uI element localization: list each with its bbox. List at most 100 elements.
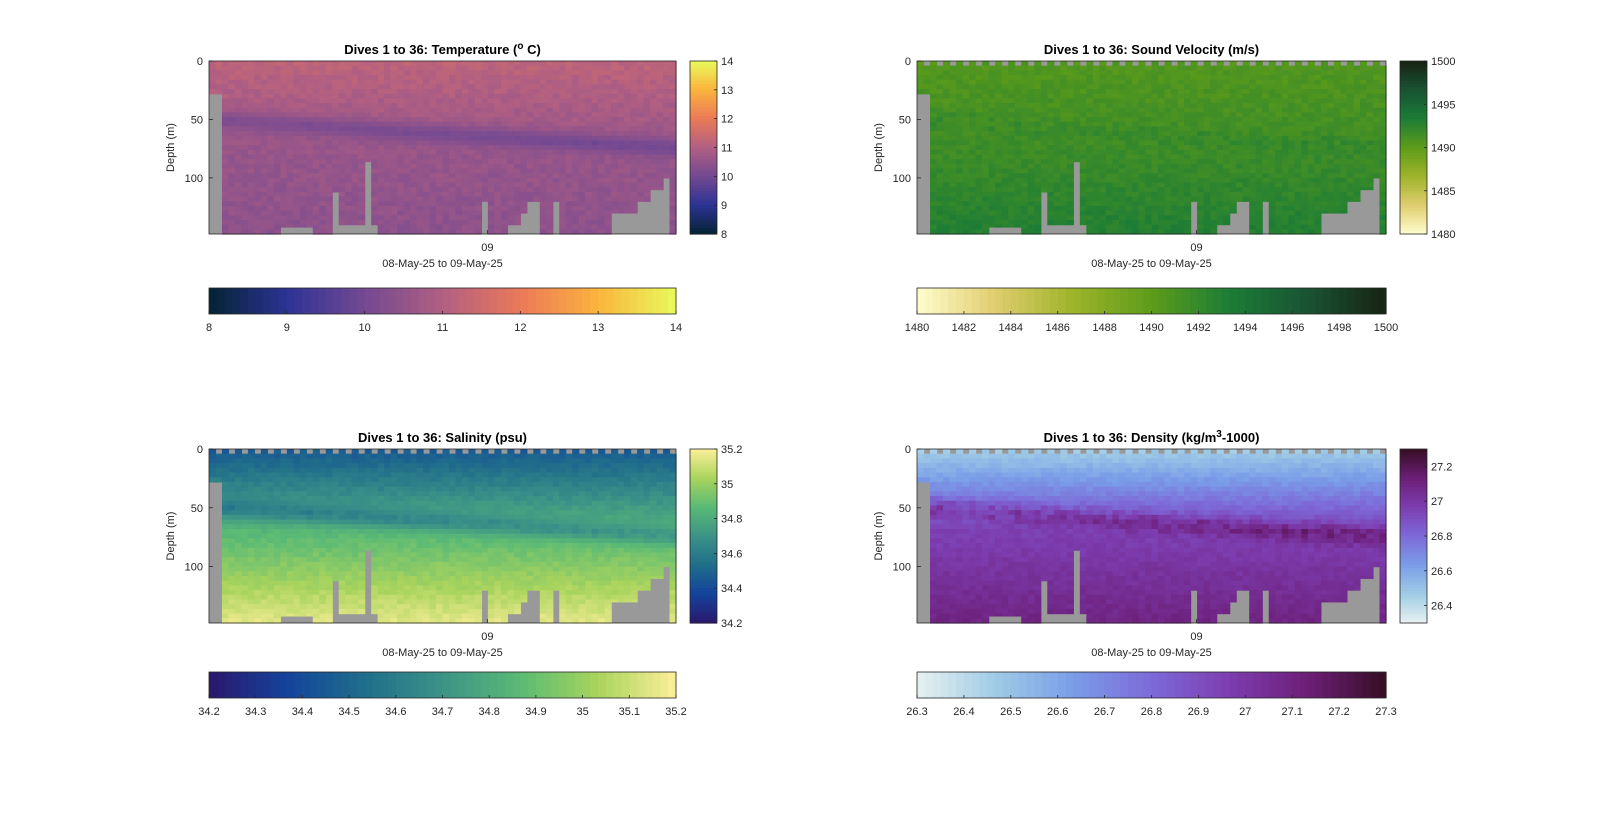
heatmap-cell (617, 135, 625, 142)
heatmap-cell (468, 159, 476, 165)
heatmap-cell (604, 75, 612, 81)
heatmap-cell (943, 154, 951, 160)
heatmap-cell (267, 107, 275, 114)
heatmap-cell (351, 159, 359, 165)
heatmap-cell (930, 107, 938, 114)
heatmap-cell (1079, 70, 1087, 76)
heatmap-cell (293, 196, 301, 202)
heatmap-cell (1171, 79, 1179, 85)
heatmap-cell (611, 70, 619, 76)
heatmap-cell (930, 145, 938, 151)
heatmap-cell (949, 121, 957, 128)
heatmap-cell (962, 215, 970, 221)
heatmap-cell (500, 149, 508, 156)
heatmap-cell (228, 196, 236, 202)
heatmap-cell (500, 154, 508, 160)
heatmap-cell (1105, 70, 1114, 76)
heatmap-cell (1092, 210, 1100, 216)
heatmap-cell (1066, 98, 1074, 104)
heatmap-cell (1203, 177, 1211, 184)
heatmap-cell (1001, 131, 1009, 137)
heatmap-cell (1268, 224, 1276, 230)
heatmap-cell (1320, 61, 1328, 67)
heatmap-cell (286, 210, 294, 216)
heatmap-cell (572, 121, 580, 128)
heatmap-cell (604, 187, 612, 193)
heatmap-cell (1105, 154, 1114, 160)
heatmap-cell (1210, 79, 1218, 85)
heatmap-cell (669, 205, 677, 212)
heatmap-cell (578, 70, 586, 76)
heatmap-cell (455, 89, 463, 95)
heatmap-cell (1242, 117, 1250, 123)
heatmap-cell (982, 93, 990, 100)
heatmap-cell (936, 135, 944, 142)
heatmap-cell (611, 65, 619, 71)
heatmap-cell (228, 61, 236, 67)
heatmap-cell (254, 163, 262, 170)
heatmap-cell (643, 182, 651, 188)
heatmap-cell (975, 65, 983, 71)
heatmap-cell (1203, 163, 1211, 170)
colorbar-swatch (489, 288, 498, 314)
heatmap-cell (1021, 84, 1029, 90)
heatmap-cell (1118, 98, 1127, 104)
heatmap-cell (1060, 140, 1068, 146)
heatmap-cell (988, 219, 996, 226)
heatmap-cell (1177, 117, 1185, 123)
heatmap-cell (637, 182, 645, 188)
heatmap-cell (1190, 196, 1198, 202)
heatmap-cell (565, 65, 573, 71)
heatmap-cell (345, 154, 353, 160)
heatmap-cell (1268, 163, 1276, 170)
heatmap-cell (656, 154, 664, 160)
heatmap-cell (1008, 196, 1016, 202)
heatmap-cell (1268, 126, 1276, 132)
heatmap-cell (1203, 61, 1211, 67)
heatmap-cell (669, 168, 677, 174)
heatmap-cell (397, 98, 405, 104)
heatmap-cell (1249, 205, 1257, 212)
heatmap-cell (260, 187, 268, 193)
heatmap-cell (455, 140, 463, 146)
heatmap-cell (617, 93, 625, 100)
heatmap-cell (1105, 177, 1114, 184)
heatmap-cell (507, 168, 515, 174)
heatmap-cell (1229, 182, 1237, 188)
colorbar-swatch (690, 225, 717, 229)
heatmap-cell (1327, 103, 1335, 109)
heatmap-cell (1118, 154, 1127, 160)
heatmap-cell (617, 154, 625, 160)
heatmap-cell (1008, 173, 1016, 179)
heatmap-cell (1092, 79, 1100, 85)
heatmap-cell (487, 182, 495, 188)
heatmap-cell (1014, 103, 1022, 109)
heatmap-cell (1060, 117, 1068, 123)
heatmap-cell (254, 65, 262, 71)
heatmap-cell (1255, 79, 1263, 85)
heatmap-cell (1210, 205, 1218, 212)
colorbar-swatch (690, 78, 717, 82)
heatmap-cell (410, 93, 418, 100)
heatmap-cell (403, 191, 411, 198)
heatmap-cell (1333, 210, 1341, 214)
colorbar-tick-label: 8 (206, 322, 212, 334)
heatmap-cell (1105, 84, 1114, 90)
heatmap-cell (552, 126, 560, 132)
heatmap-cell (1236, 89, 1244, 95)
heatmap-cell (1262, 131, 1270, 137)
heatmap-cell (1255, 75, 1263, 81)
heatmap-cell (1105, 117, 1114, 123)
heatmap-cell (1164, 112, 1172, 118)
heatmap-cell (273, 224, 281, 230)
heatmap-cell (533, 173, 541, 179)
colorbar-swatch (528, 288, 537, 314)
heatmap-cell (943, 215, 951, 221)
heatmap-cell (345, 163, 353, 170)
heatmap-cell (332, 168, 340, 174)
heatmap-cell (1210, 182, 1218, 188)
heatmap-cell (1138, 191, 1146, 198)
heatmap-cell (384, 168, 392, 174)
heatmap-cell (280, 215, 288, 221)
heatmap-cell (332, 84, 340, 90)
